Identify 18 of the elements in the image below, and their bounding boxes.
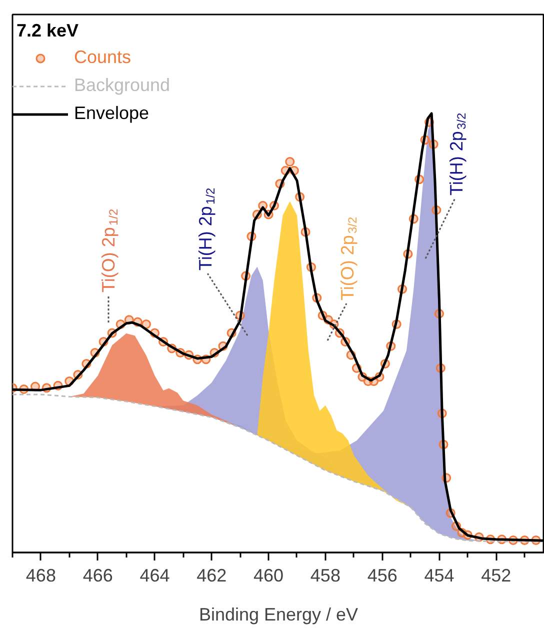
x-tick-label: 464 xyxy=(140,566,170,586)
x-axis-title: Binding Energy / eV xyxy=(198,604,358,624)
x-tick-label: 466 xyxy=(82,566,113,586)
annotation: Ti(O) 2p3/2 xyxy=(338,216,360,300)
x-tick-label: 458 xyxy=(310,566,340,586)
x-tick-label: 452 xyxy=(481,566,512,586)
legend-label: Counts xyxy=(74,47,132,68)
x-tick-label: 460 xyxy=(254,566,284,586)
chart-title: 7.2 keV xyxy=(16,20,79,40)
annotation: Ti(O) 2p1/2 xyxy=(98,208,120,292)
legend-label: Background xyxy=(74,75,170,96)
x-tick-label: 468 xyxy=(26,566,56,586)
x-tick-label: 454 xyxy=(424,566,454,586)
x-tick-label: 462 xyxy=(196,566,227,586)
x-tick-label: 456 xyxy=(367,566,398,586)
annotation: Ti(H) 2p1/2 xyxy=(196,187,218,270)
legend-label: Envelope xyxy=(74,103,150,124)
annotation: Ti(H) 2p3/2 xyxy=(446,112,468,196)
